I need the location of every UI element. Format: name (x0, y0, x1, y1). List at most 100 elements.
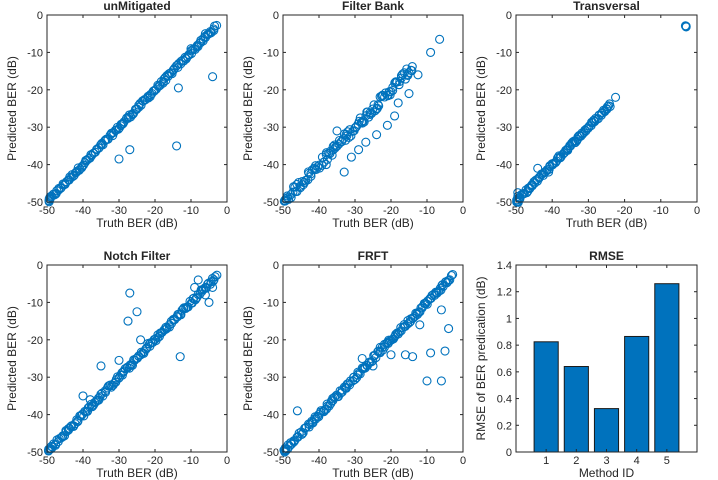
y-tick-label: -10 (496, 47, 512, 59)
y-tick-label: 0.4 (497, 394, 512, 406)
data-point (408, 352, 418, 362)
y-tick-label: -50 (263, 197, 279, 209)
plot-frame (46, 264, 228, 453)
subplot-title: unMitigated (103, 0, 170, 13)
data-point (313, 162, 323, 172)
data-point (356, 117, 366, 127)
y-tick-label: 0.8 (497, 340, 512, 352)
data-point (175, 352, 185, 362)
data-point (108, 380, 118, 390)
data-point (403, 319, 413, 329)
data-point (204, 297, 214, 307)
x-tick-label: -30 (111, 455, 127, 467)
data-point (393, 98, 403, 108)
y-tick-label: 0 (506, 447, 512, 459)
subplot-title: RMSE (589, 249, 624, 263)
y-tick-label: 1.4 (497, 260, 512, 272)
subplot-3: Transversal Truth BER (dB) Predicted BER (… (474, 0, 700, 230)
x-tick-label: 0 (694, 205, 700, 217)
data-point (161, 75, 171, 85)
data-point (413, 70, 423, 80)
data-point (125, 145, 135, 155)
y-tick-label: -10 (263, 47, 279, 59)
y-tick-label: -40 (27, 410, 43, 422)
y-axis-label: Predicted BER (dB) (474, 56, 488, 161)
plot-frame (282, 264, 464, 453)
y-tick-label: -30 (263, 372, 279, 384)
x-tick-label: -20 (383, 205, 399, 217)
data-point (394, 80, 404, 90)
data-point (375, 342, 385, 352)
y-tick-label: -30 (27, 372, 43, 384)
data-point (444, 324, 454, 334)
data-point (136, 335, 146, 345)
y-tick-label: 0.2 (497, 420, 512, 432)
data-point (404, 88, 414, 99)
y-axis-label: RMSE of BER predication (dB) (474, 276, 488, 440)
data-point (321, 160, 331, 170)
data-point (127, 360, 138, 370)
data-point (85, 395, 95, 405)
data-point (279, 196, 289, 206)
y-tick-label: -20 (27, 85, 43, 97)
y-tick-label: 0 (273, 10, 279, 22)
data-point (208, 282, 218, 292)
x-tick-label: 0 (224, 205, 230, 217)
data-point (601, 103, 612, 114)
data-point (442, 277, 452, 287)
data-point (193, 275, 203, 285)
x-axis-label: Truth BER (dB) (96, 466, 178, 480)
data-point (513, 191, 523, 201)
data-point (281, 194, 291, 204)
data-point (390, 111, 400, 121)
data-point (407, 66, 417, 76)
plot-frame (282, 14, 464, 203)
x-tick-label: -20 (147, 205, 163, 217)
data-point (440, 346, 450, 356)
data-point (209, 25, 219, 36)
data-point (212, 270, 222, 280)
bar-method-1 (533, 341, 559, 453)
bar-method-4 (624, 335, 650, 453)
y-tick-label: 0 (37, 10, 43, 22)
x-axis-label: Truth BER (dB) (332, 216, 414, 230)
data-point (190, 282, 200, 292)
y-tick-label: 0 (273, 260, 279, 272)
x-tick-label: -20 (147, 455, 163, 467)
data-point (372, 130, 382, 140)
data-point (610, 92, 621, 102)
data-point (311, 414, 321, 424)
x-tick-label: 0 (460, 455, 466, 467)
data-point (372, 103, 382, 113)
data-point (415, 320, 425, 330)
data-point (361, 137, 371, 147)
x-tick-label: -50 (39, 205, 55, 217)
x-tick-label: -10 (183, 455, 199, 467)
data-point (44, 445, 54, 455)
data-point (359, 117, 369, 127)
data-point (132, 307, 142, 317)
data-point (386, 87, 396, 97)
data-point (681, 22, 691, 32)
data-point (190, 295, 200, 305)
x-tick-label: 1 (543, 455, 549, 467)
data-point (422, 376, 432, 386)
data-point (123, 316, 133, 326)
y-tick-label: 0 (506, 10, 512, 22)
data-point (292, 406, 302, 416)
subplot-title: FRFT (358, 249, 389, 263)
data-point (45, 444, 55, 454)
data-point (446, 271, 457, 281)
data-point (332, 126, 342, 136)
subplot-6: RMSE Method ID RMSE of BER predication (dB… (474, 249, 698, 480)
data-point (104, 381, 114, 391)
data-point (172, 141, 182, 151)
data-point (426, 47, 436, 57)
y-tick-label: 0.6 (497, 367, 512, 379)
data-point (339, 167, 349, 177)
bar-method-2 (563, 366, 589, 453)
data-point (357, 353, 367, 364)
y-tick-label: -10 (27, 297, 43, 309)
y-tick-label: -40 (496, 160, 512, 172)
